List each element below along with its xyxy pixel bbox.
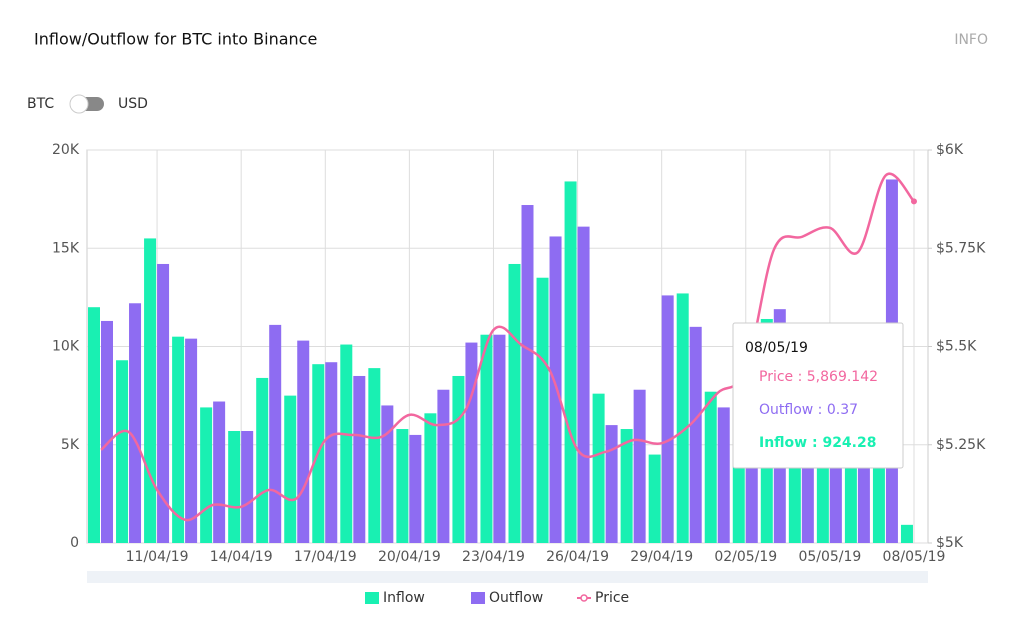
toggle-label: USD xyxy=(118,96,148,112)
bar xyxy=(297,341,309,543)
bar xyxy=(578,227,590,543)
bar xyxy=(129,303,141,543)
x-tick-label: 02/05/19 xyxy=(714,549,777,565)
y-tick-label: 15K xyxy=(52,240,80,256)
tooltip-date: 08/05/19 xyxy=(745,340,808,356)
bar xyxy=(649,455,661,543)
info-button[interactable]: INFO xyxy=(954,32,988,48)
bar xyxy=(493,335,505,543)
title: Inflow/Outflow for BTC into Binance xyxy=(34,30,317,49)
bar xyxy=(537,278,549,543)
bar xyxy=(409,435,421,543)
bar xyxy=(565,181,577,543)
x-tick-label: 26/04/19 xyxy=(546,549,609,565)
bar xyxy=(269,325,281,543)
y2-tick-label: $6K xyxy=(936,142,964,158)
bar xyxy=(88,307,100,543)
bar xyxy=(550,236,562,543)
bar xyxy=(396,429,408,543)
bar xyxy=(424,413,436,543)
bar xyxy=(116,360,128,543)
legend-label: Outflow xyxy=(489,590,543,606)
bar xyxy=(144,238,156,543)
x-tick-label: 20/04/19 xyxy=(378,549,441,565)
bar xyxy=(101,321,113,543)
legend-swatch xyxy=(581,595,587,601)
x-tick-label: 11/04/19 xyxy=(126,549,189,565)
bar xyxy=(606,425,618,543)
bar xyxy=(480,335,492,543)
bar xyxy=(340,345,352,543)
y2-tick-label: $5.5K xyxy=(936,339,977,355)
tooltip-line: Price : 5,869.142 xyxy=(759,369,878,385)
y-tick-label: 10K xyxy=(52,339,80,355)
bar xyxy=(228,431,240,543)
legend-label: Inflow xyxy=(383,590,425,606)
bar xyxy=(718,407,730,543)
bar xyxy=(465,343,477,543)
bar xyxy=(634,390,646,543)
bar xyxy=(662,295,674,543)
bar xyxy=(325,362,337,543)
scrollbar[interactable] xyxy=(87,571,928,583)
bar xyxy=(593,394,605,543)
bar xyxy=(705,392,717,543)
bar xyxy=(213,402,225,543)
bar xyxy=(677,293,689,543)
bar xyxy=(509,264,521,543)
legend-swatch xyxy=(365,592,379,604)
y-tick-label: 5K xyxy=(61,437,80,453)
bar xyxy=(185,339,197,543)
toggle-label: BTC xyxy=(27,96,54,112)
legend-swatch xyxy=(471,592,485,604)
x-tick-label: 17/04/19 xyxy=(294,549,357,565)
y2-tick-label: $5.75K xyxy=(936,240,986,256)
y2-tick-label: $5.25K xyxy=(936,437,986,453)
x-tick-label: 08/05/19 xyxy=(883,549,946,565)
bar xyxy=(368,368,380,543)
bar xyxy=(200,407,212,543)
x-tick-label: 05/05/19 xyxy=(798,549,861,565)
y-tick-label: 20K xyxy=(52,142,80,158)
bar xyxy=(437,390,449,543)
bar xyxy=(284,396,296,543)
bar xyxy=(452,376,464,543)
toggle-knob[interactable] xyxy=(70,95,88,113)
x-tick-label: 29/04/19 xyxy=(630,549,693,565)
bar xyxy=(353,376,365,543)
x-tick-label: 14/04/19 xyxy=(210,549,273,565)
bar xyxy=(256,378,268,543)
tooltip-line: Outflow : 0.37 xyxy=(759,402,858,418)
y-tick-label: 0 xyxy=(70,535,79,551)
legend-label: Price xyxy=(595,590,629,606)
x-tick-label: 23/04/19 xyxy=(462,549,525,565)
bar xyxy=(157,264,169,543)
tooltip-line: Inflow : 924.28 xyxy=(759,435,876,451)
bar xyxy=(381,405,393,543)
bar xyxy=(901,525,913,543)
bar xyxy=(522,205,534,543)
bar xyxy=(621,429,633,543)
bar xyxy=(690,327,702,543)
bar xyxy=(241,431,253,543)
active-point xyxy=(911,198,917,204)
